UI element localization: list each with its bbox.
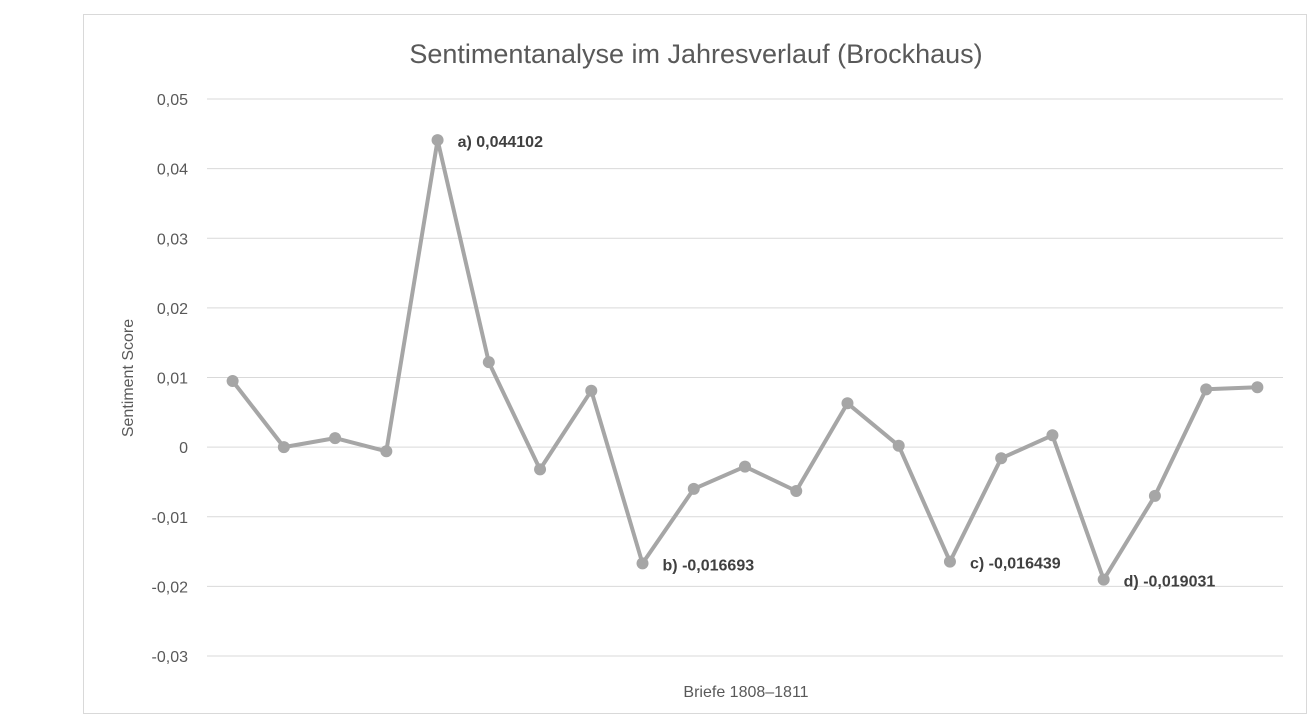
data-point [892, 439, 905, 452]
y-tick-label: -0,01 [152, 510, 189, 527]
data-point [790, 484, 803, 497]
data-point [431, 134, 444, 147]
y-tick-label: 0,02 [157, 301, 188, 318]
data-point [1200, 383, 1213, 396]
data-point [534, 463, 547, 476]
chart-title: Sentimentanalyse im Jahresverlauf (Brock… [409, 39, 982, 69]
series-line [231, 138, 1258, 582]
y-tick-label: 0,01 [157, 371, 188, 388]
data-point [329, 432, 342, 445]
y-axis-ticks: 0,05 0,04 0,03 0,02 0,01 0 -0,01 -0,02 -0,03 [152, 92, 189, 666]
data-annotations: a) 0,044102 b) -0,016693 c) -0,016439 d) -0… [458, 134, 1216, 591]
data-point [943, 555, 956, 568]
y-axis-label: Sentiment Score [120, 319, 137, 437]
data-point [585, 384, 598, 397]
series-line-group [231, 138, 1258, 582]
data-point [482, 356, 495, 369]
y-tick-label: 0 [179, 440, 188, 457]
data-point [1251, 381, 1264, 394]
data-point [380, 445, 393, 458]
data-point [277, 441, 290, 454]
data-annotation: a) 0,044102 [458, 134, 544, 151]
data-annotation: c) -0,016439 [970, 556, 1061, 573]
data-annotation: b) -0,016693 [663, 557, 755, 574]
data-point [1148, 489, 1161, 502]
data-point [995, 452, 1008, 465]
data-point [636, 557, 649, 570]
y-tick-label: -0,02 [152, 579, 189, 596]
data-points [226, 134, 1264, 586]
y-tick-label: -0,03 [152, 649, 189, 666]
data-point [226, 374, 239, 387]
gridlines [207, 98, 1283, 657]
data-point [687, 482, 700, 495]
data-point [1046, 429, 1059, 442]
data-point [739, 460, 751, 473]
data-point [1097, 573, 1110, 586]
y-tick-label: 0,04 [157, 162, 188, 179]
chart-frame [83, 14, 1307, 714]
data-annotation: d) -0,019031 [1124, 574, 1216, 591]
data-point [841, 397, 854, 410]
x-axis-label: Briefe 1808–1811 [683, 684, 808, 701]
y-tick-label: 0,03 [157, 231, 188, 248]
y-tick-label: 0,05 [157, 92, 188, 109]
